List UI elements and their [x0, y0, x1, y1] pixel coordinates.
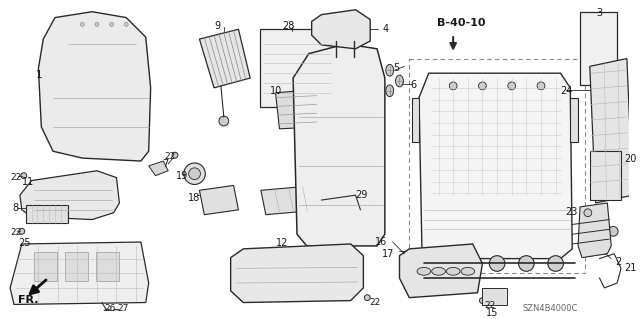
Ellipse shape [461, 267, 475, 275]
Text: 21: 21 [624, 263, 636, 273]
Text: 16: 16 [374, 237, 387, 247]
Text: 8: 8 [12, 203, 18, 213]
Text: 22: 22 [10, 228, 21, 237]
Polygon shape [38, 12, 150, 161]
Ellipse shape [446, 267, 460, 275]
Ellipse shape [449, 82, 457, 90]
Polygon shape [399, 244, 483, 298]
Text: 1: 1 [35, 70, 42, 80]
Ellipse shape [184, 163, 205, 184]
Ellipse shape [386, 85, 394, 97]
Ellipse shape [81, 22, 84, 26]
Polygon shape [10, 242, 148, 304]
Polygon shape [200, 185, 239, 215]
Text: 2: 2 [615, 257, 621, 267]
Bar [409, 59, 585, 273]
Polygon shape [570, 98, 578, 142]
Text: 22: 22 [369, 298, 381, 307]
Text: 22: 22 [484, 300, 495, 309]
Text: 5: 5 [394, 63, 400, 73]
Text: 25: 25 [18, 238, 31, 248]
Text: 22: 22 [164, 152, 175, 161]
Ellipse shape [396, 75, 403, 87]
Polygon shape [312, 10, 370, 49]
Ellipse shape [537, 82, 545, 90]
Ellipse shape [609, 226, 618, 236]
Ellipse shape [95, 22, 99, 26]
Bar [96, 252, 120, 281]
Text: 27: 27 [118, 304, 129, 314]
Ellipse shape [172, 152, 178, 158]
Text: 12: 12 [276, 238, 288, 248]
Ellipse shape [103, 309, 113, 319]
Text: 19: 19 [176, 171, 188, 181]
Text: 7: 7 [163, 159, 168, 169]
Text: 23: 23 [565, 207, 578, 217]
Text: 28: 28 [282, 21, 295, 32]
Polygon shape [276, 90, 319, 129]
Polygon shape [590, 59, 633, 203]
Text: 24: 24 [561, 86, 573, 96]
Ellipse shape [219, 116, 228, 126]
Ellipse shape [479, 298, 485, 303]
Text: 26: 26 [105, 304, 116, 314]
Text: 20: 20 [624, 154, 636, 164]
Ellipse shape [417, 267, 431, 275]
Bar [65, 252, 88, 281]
Text: FR.: FR. [18, 295, 38, 305]
Text: 15: 15 [486, 308, 499, 318]
Polygon shape [419, 73, 572, 259]
Text: 6: 6 [410, 80, 417, 90]
Polygon shape [26, 205, 68, 223]
Polygon shape [230, 244, 364, 302]
Text: 10: 10 [269, 86, 282, 96]
Ellipse shape [386, 64, 394, 76]
Ellipse shape [479, 82, 486, 90]
Ellipse shape [548, 256, 563, 271]
Text: 18: 18 [188, 193, 200, 203]
Ellipse shape [189, 168, 200, 180]
Text: 9: 9 [214, 21, 220, 32]
Ellipse shape [358, 208, 368, 218]
Polygon shape [20, 171, 120, 219]
Text: 29: 29 [356, 190, 368, 200]
Text: 17: 17 [382, 249, 395, 259]
Ellipse shape [518, 256, 534, 271]
Polygon shape [412, 98, 419, 142]
Polygon shape [261, 185, 321, 215]
Ellipse shape [432, 267, 445, 275]
Text: 22: 22 [10, 173, 21, 182]
Ellipse shape [364, 295, 370, 300]
Bar [580, 12, 617, 85]
Bar [590, 151, 621, 200]
Ellipse shape [21, 173, 27, 179]
Ellipse shape [508, 82, 516, 90]
Ellipse shape [111, 309, 122, 319]
Bar [483, 288, 507, 306]
Ellipse shape [489, 256, 505, 271]
Bar [260, 29, 333, 108]
Ellipse shape [584, 209, 592, 217]
Text: 11: 11 [22, 177, 34, 187]
Ellipse shape [124, 22, 128, 26]
Text: 4: 4 [383, 24, 389, 34]
Bar [33, 252, 57, 281]
Text: SZN4B4000C: SZN4B4000C [523, 304, 578, 314]
Ellipse shape [109, 22, 113, 26]
Ellipse shape [460, 256, 476, 271]
Polygon shape [578, 203, 611, 258]
Text: B-40-10: B-40-10 [436, 18, 485, 27]
Text: 3: 3 [596, 8, 603, 18]
Polygon shape [200, 29, 250, 88]
Ellipse shape [431, 256, 446, 271]
Polygon shape [148, 161, 168, 176]
Ellipse shape [19, 228, 25, 234]
Polygon shape [293, 44, 385, 246]
